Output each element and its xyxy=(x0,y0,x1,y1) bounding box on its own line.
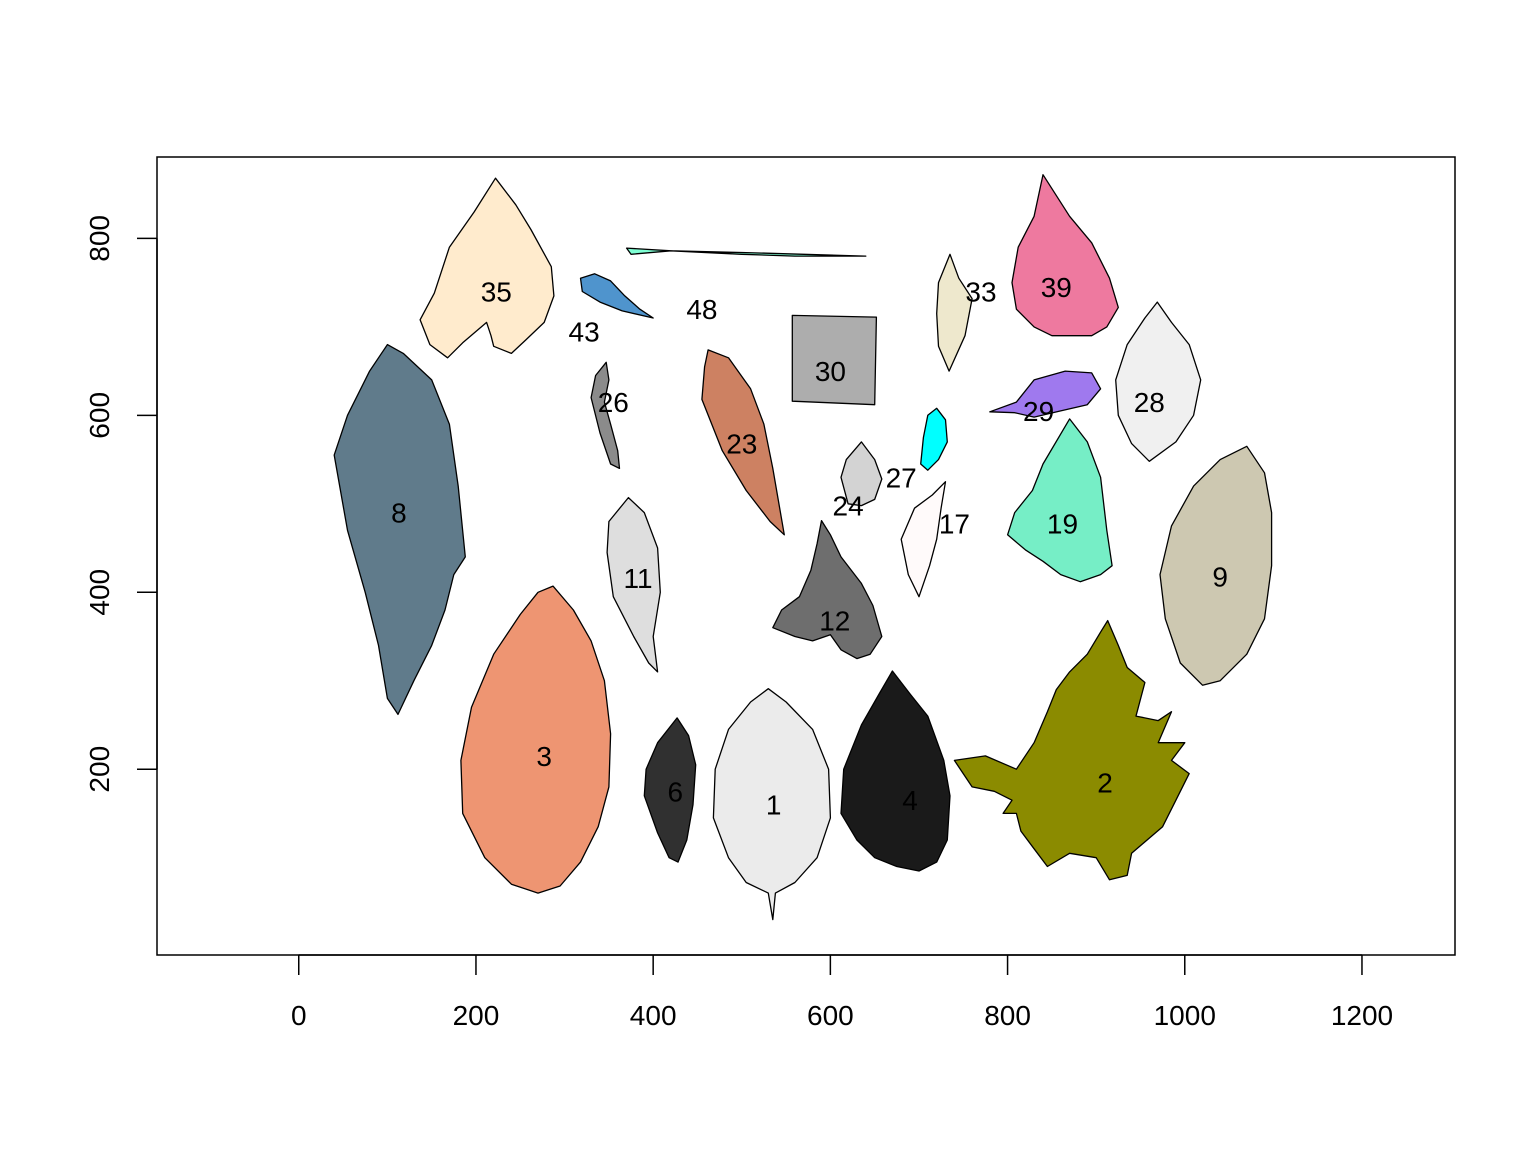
x-tick-label: 400 xyxy=(630,1000,677,1031)
leaf-label-30: 30 xyxy=(815,356,846,387)
leaf-label-1: 1 xyxy=(766,790,782,821)
leaf-label-26: 26 xyxy=(598,387,629,418)
y-tick-label: 200 xyxy=(84,746,115,793)
leaf-shape-4 xyxy=(840,670,951,872)
y-tick-label: 800 xyxy=(84,215,115,262)
leaf-label-43: 43 xyxy=(569,316,600,347)
leaf-label-24: 24 xyxy=(833,491,864,522)
leaf-shape-33 xyxy=(936,253,973,372)
y-axis: 200 400 600 800 xyxy=(84,215,158,793)
leaf-shape-17 xyxy=(900,481,947,598)
leaf-label-48: 48 xyxy=(686,294,717,325)
leaf-label-29: 29 xyxy=(1023,396,1054,427)
leaf-shapes-layer xyxy=(333,174,1273,921)
leaf-label-39: 39 xyxy=(1041,272,1072,303)
leaf-label-3: 3 xyxy=(536,741,552,772)
y-tick-label: 600 xyxy=(84,392,115,439)
leaf-shape-43 xyxy=(579,273,654,319)
leaf-shape-2 xyxy=(953,619,1190,881)
leaf-label-35: 35 xyxy=(481,277,512,308)
leaf-label-9: 9 xyxy=(1212,561,1228,592)
leaf-label-23: 23 xyxy=(726,429,757,460)
leaf-shape-3 xyxy=(460,585,612,894)
x-axis: 0 200 400 600 800 1000 1200 xyxy=(291,954,1393,1031)
leaf-shape-6 xyxy=(643,717,697,863)
leaf-label-4: 4 xyxy=(902,785,918,816)
leaf-label-19: 19 xyxy=(1047,508,1078,539)
leaf-shape-8 xyxy=(333,343,466,716)
x-tick-label: 600 xyxy=(807,1000,854,1031)
leaf-shape-27 xyxy=(920,407,948,471)
leaf-shape-48 xyxy=(625,247,867,257)
leaf-shape-30 xyxy=(791,314,878,406)
leaf-label-27: 27 xyxy=(886,462,917,493)
x-tick-label: 200 xyxy=(453,1000,500,1031)
leaf-shape-19 xyxy=(1006,418,1113,583)
leaf-shape-12 xyxy=(772,519,883,660)
leaf-shape-9 xyxy=(1159,445,1273,686)
leaf-shape-11 xyxy=(606,496,661,673)
leaf-shape-39 xyxy=(1011,174,1119,337)
leaf-shape-35 xyxy=(419,177,555,359)
y-tick-label: 400 xyxy=(84,569,115,616)
leaf-label-11: 11 xyxy=(624,563,653,594)
leaf-shape-28 xyxy=(1115,301,1202,462)
leaf-labels-layer: 35 43 48 30 33 39 28 29 8 26 23 24 27 17 11 19 12 9 3 6 1 4 2 xyxy=(391,272,1228,821)
leaf-label-6: 6 xyxy=(668,776,684,807)
leaf-shape-1 xyxy=(712,688,832,921)
x-tick-label: 1200 xyxy=(1331,1000,1393,1031)
leaf-shape-23 xyxy=(701,349,785,536)
x-tick-label: 0 xyxy=(291,1000,307,1031)
leaf-label-12: 12 xyxy=(819,606,850,637)
x-tick-label: 1000 xyxy=(1154,1000,1216,1031)
leaf-shape-24 xyxy=(840,441,883,507)
x-tick-label: 800 xyxy=(984,1000,1031,1031)
leaf-label-8: 8 xyxy=(391,498,407,529)
leaf-label-2: 2 xyxy=(1097,768,1113,799)
leaf-label-28: 28 xyxy=(1134,387,1165,418)
leaf-label-17: 17 xyxy=(939,508,970,539)
leaf-label-33: 33 xyxy=(965,277,996,308)
leaf-shape-29 xyxy=(989,370,1102,418)
leaf-shape-26 xyxy=(590,361,621,470)
